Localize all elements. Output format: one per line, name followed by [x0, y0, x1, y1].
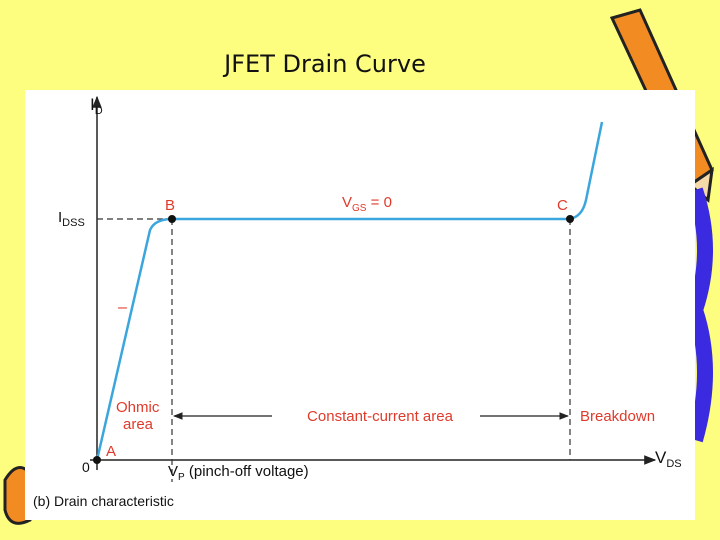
point-label: B	[165, 197, 175, 214]
caption: (b) Drain characteristic	[33, 493, 174, 509]
slide-title: JFET Drain Curve	[222, 50, 426, 78]
region-label: Constant-current area	[307, 408, 454, 425]
idss-label: IDSS	[58, 209, 85, 229]
vgs-label: VGS = 0	[342, 194, 392, 214]
point-label: A	[106, 443, 116, 460]
region-label: area	[123, 416, 154, 433]
origin-label: 0	[82, 459, 90, 475]
y-axis-label: ID	[90, 95, 103, 117]
figure-panel	[25, 90, 695, 520]
x-axis-label: VDS	[655, 448, 682, 470]
vp-label: VP (pinch-off voltage)	[168, 463, 309, 483]
region-label: Ohmic	[116, 399, 160, 416]
points	[93, 215, 574, 464]
drain-curve	[95, 121, 604, 461]
dash-mark: –	[118, 299, 127, 316]
point-label: C	[557, 197, 568, 214]
region-label: Breakdown	[580, 408, 655, 425]
guide-lines	[97, 218, 571, 482]
